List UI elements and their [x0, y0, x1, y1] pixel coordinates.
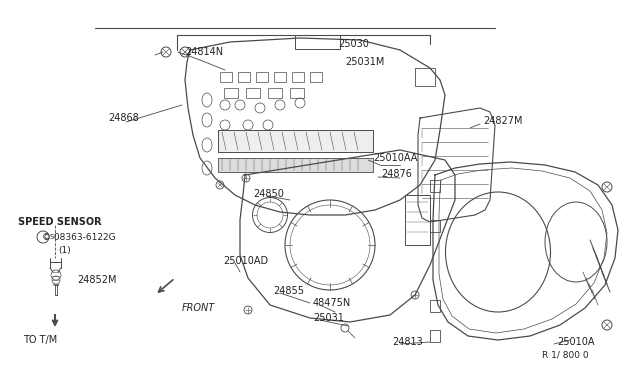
- Text: 24813: 24813: [392, 337, 423, 347]
- Text: 24855: 24855: [273, 286, 304, 296]
- Text: 24852M: 24852M: [77, 275, 116, 285]
- Text: TO T/M: TO T/M: [23, 335, 57, 345]
- Bar: [430, 180, 440, 192]
- Bar: [290, 88, 304, 98]
- Bar: [292, 72, 304, 82]
- Bar: [224, 88, 238, 98]
- Text: SPEED SENSOR: SPEED SENSOR: [18, 217, 102, 227]
- Bar: [405, 195, 430, 245]
- Text: 24876: 24876: [381, 169, 412, 179]
- Text: 24868: 24868: [108, 113, 139, 123]
- Bar: [430, 220, 440, 232]
- Text: 25010A: 25010A: [557, 337, 595, 347]
- Text: 24827M: 24827M: [483, 116, 522, 126]
- Bar: [268, 88, 282, 98]
- Text: (1): (1): [58, 247, 71, 256]
- Text: 25030: 25030: [338, 39, 369, 49]
- Text: 25031: 25031: [313, 313, 344, 323]
- Text: © 08363-6122G: © 08363-6122G: [42, 232, 116, 241]
- Text: 25010AA: 25010AA: [373, 153, 417, 163]
- Text: FRONT: FRONT: [182, 303, 215, 313]
- Text: S: S: [50, 234, 54, 240]
- Bar: [415, 68, 435, 86]
- Text: R 1/ 800 0: R 1/ 800 0: [542, 350, 589, 359]
- Bar: [310, 72, 322, 82]
- Text: 25031M: 25031M: [345, 57, 385, 67]
- Bar: [430, 300, 440, 312]
- Text: 48475N: 48475N: [313, 298, 351, 308]
- Bar: [218, 158, 373, 172]
- Bar: [430, 330, 440, 342]
- Bar: [274, 72, 286, 82]
- Text: 25010AD: 25010AD: [223, 256, 268, 266]
- Text: 24850: 24850: [253, 189, 284, 199]
- Bar: [295, 35, 340, 49]
- Bar: [238, 72, 250, 82]
- Bar: [256, 72, 268, 82]
- Bar: [218, 130, 373, 152]
- Text: 24814N: 24814N: [185, 47, 223, 57]
- Bar: [246, 88, 260, 98]
- Bar: [220, 72, 232, 82]
